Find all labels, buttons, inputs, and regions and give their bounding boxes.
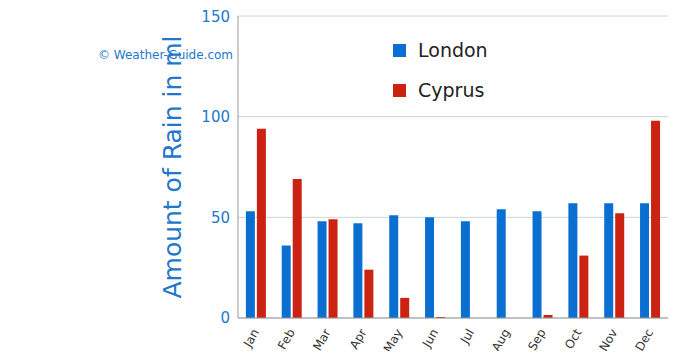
html-text:London: London [418,39,488,61]
html-text:Cyprus: Cyprus [418,79,485,101]
svg-text:Jul: Jul [457,327,477,347]
svg-text:0: 0 [220,309,230,327]
svg-text:Jan: Jan [240,327,262,351]
svg-text:Apr: Apr [347,326,370,351]
svg-text:Mar: Mar [310,326,333,351]
svg-text:May: May [381,327,406,352]
svg-text:50: 50 [211,209,230,227]
svg-text:Nov: Nov [596,327,620,352]
svg-text:Dec: Dec [632,327,656,352]
svg-text:Feb: Feb [275,327,298,352]
svg-text:Amount of Rain in ml: Amount of Rain in ml [158,35,187,298]
svg-text:Aug: Aug [489,327,513,352]
svg-text:Jun: Jun [419,327,441,351]
html-text:© Weather-Guide.com: © Weather-Guide.com [98,48,233,62]
svg-text:150: 150 [201,8,230,26]
svg-text:Sep: Sep [525,327,548,352]
svg-text:Oct: Oct [562,326,585,351]
svg-text:100: 100 [201,108,230,126]
